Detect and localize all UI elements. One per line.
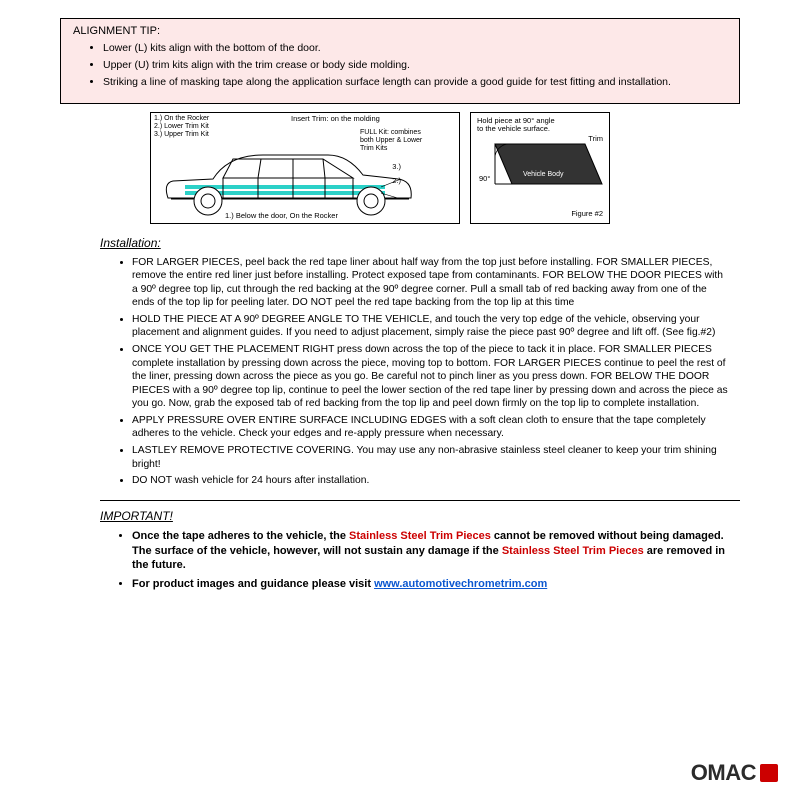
insert-trim-label: Insert Trim: on the molding [291,115,380,124]
angle-text-2: to the vehicle surface. [477,125,603,134]
alignment-tip-heading: ALIGNMENT TIP: [73,25,727,37]
body-label: Vehicle Body [523,171,563,178]
important-text: Once the tape adheres to the vehicle, th… [132,530,349,542]
important-red: Stainless Steel Trim Pieces [502,545,644,557]
logo-dot-icon [760,764,778,782]
alignment-tip-box: ALIGNMENT TIP: Lower (L) kits align with… [60,18,740,104]
alignment-tip-item: Upper (U) trim kits align with the trim … [103,58,727,72]
diagram-row: 1.) On the Rocker 2.) Lower Trim Kit 3.)… [150,112,740,224]
car-legend: 1.) On the Rocker 2.) Lower Trim Kit 3.)… [154,115,209,140]
installation-item: FOR LARGER PIECES, peel back the red tap… [132,256,730,310]
angle-svg [477,134,605,204]
label-3: 3.) [392,163,401,172]
alignment-tip-item: Lower (L) kits align with the bottom of … [103,41,727,55]
important-heading: IMPORTANT! [100,509,740,523]
trim-label: Trim [588,135,603,144]
angle-90: 90° [479,175,490,184]
legend-line: 2.) Lower Trim Kit [154,123,209,131]
installation-item: HOLD THE PIECE AT A 90º DEGREE ANGLE TO … [132,313,730,340]
below-label: 1.) Below the door, On the Rocker [225,212,338,221]
installation-heading: Installation: [100,236,740,250]
full-kit-line: FULL Kit: combines [360,129,455,137]
installation-item: ONCE YOU GET THE PLACEMENT RIGHT press d… [132,343,730,411]
car-svg [153,143,459,221]
figure-label: Figure #2 [571,210,603,219]
installation-item: LASTLEY REMOVE PROTECTIVE COVERING. You … [132,444,730,471]
label-2: 2.) [392,177,401,186]
installation-list: FOR LARGER PIECES, peel back the red tap… [132,256,730,488]
alignment-tip-list: Lower (L) kits align with the bottom of … [103,41,727,90]
logo-text: OMAC [691,760,756,786]
omac-logo: OMAC [691,760,778,786]
installation-item: DO NOT wash vehicle for 24 hours after i… [132,474,730,488]
installation-item: APPLY PRESSURE OVER ENTIRE SURFACE INCLU… [132,414,730,441]
important-item: Once the tape adheres to the vehicle, th… [132,529,730,574]
separator [100,500,740,501]
important-red: Stainless Steel Trim Pieces [349,530,491,542]
angle-diagram: Hold piece at 90° angle to the vehicle s… [470,112,610,224]
important-list: Once the tape adheres to the vehicle, th… [132,529,730,592]
important-section: Once the tape adheres to the vehicle, th… [60,529,740,592]
installation-section: FOR LARGER PIECES, peel back the red tap… [60,256,740,488]
legend-line: 3.) Upper Trim Kit [154,131,209,139]
product-link[interactable]: www.automotivechrometrim.com [374,578,547,590]
legend-line: 1.) On the Rocker [154,115,209,123]
important-text: For product images and guidance please v… [132,578,374,590]
important-item: For product images and guidance please v… [132,577,730,592]
car-diagram: 1.) On the Rocker 2.) Lower Trim Kit 3.)… [150,112,460,224]
alignment-tip-item: Striking a line of masking tape along th… [103,75,727,89]
